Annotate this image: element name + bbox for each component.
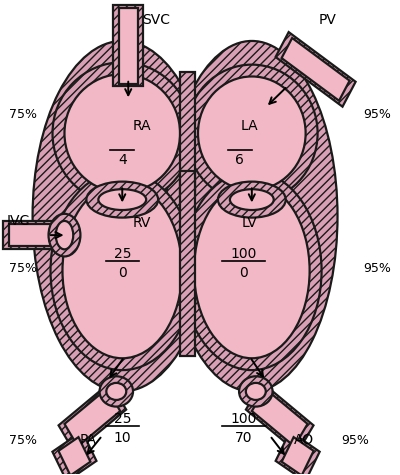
Ellipse shape	[106, 383, 126, 400]
Text: RA: RA	[133, 119, 152, 133]
Ellipse shape	[230, 189, 274, 210]
Text: 4: 4	[118, 153, 127, 167]
Polygon shape	[119, 8, 138, 84]
Ellipse shape	[52, 62, 192, 204]
Text: 25: 25	[114, 247, 131, 261]
Polygon shape	[9, 224, 68, 247]
Ellipse shape	[100, 376, 133, 407]
Text: 100: 100	[231, 247, 257, 261]
Polygon shape	[276, 32, 356, 107]
Ellipse shape	[166, 41, 338, 391]
Ellipse shape	[198, 76, 306, 190]
Text: 75%: 75%	[9, 262, 37, 275]
Polygon shape	[58, 437, 90, 475]
Ellipse shape	[182, 171, 322, 370]
Ellipse shape	[218, 181, 286, 218]
Ellipse shape	[62, 183, 182, 358]
Text: LA: LA	[241, 119, 259, 133]
Polygon shape	[282, 437, 314, 475]
Polygon shape	[3, 221, 74, 249]
Text: 70: 70	[235, 431, 252, 445]
Ellipse shape	[86, 181, 158, 218]
Text: 100: 100	[231, 412, 257, 426]
Polygon shape	[282, 38, 350, 101]
Text: 0: 0	[240, 266, 248, 280]
Text: 25: 25	[114, 412, 131, 426]
Ellipse shape	[64, 74, 180, 192]
Text: 6: 6	[236, 153, 244, 167]
Polygon shape	[52, 431, 96, 475]
Ellipse shape	[48, 214, 80, 256]
Polygon shape	[252, 389, 308, 446]
Ellipse shape	[186, 65, 318, 202]
Polygon shape	[64, 389, 120, 446]
Text: 75%: 75%	[9, 108, 37, 121]
Text: 95%: 95%	[342, 434, 369, 446]
Polygon shape	[180, 171, 195, 356]
Text: 95%: 95%	[364, 262, 391, 275]
Polygon shape	[113, 5, 143, 86]
Ellipse shape	[194, 183, 310, 358]
Text: 0: 0	[118, 266, 127, 280]
Text: LV: LV	[242, 216, 258, 230]
Text: IVC: IVC	[7, 214, 30, 228]
Polygon shape	[58, 382, 126, 453]
Text: PA: PA	[80, 433, 97, 447]
Ellipse shape	[98, 189, 146, 210]
Polygon shape	[180, 72, 195, 195]
Polygon shape	[246, 382, 314, 453]
Ellipse shape	[239, 376, 272, 407]
Ellipse shape	[32, 41, 212, 391]
Text: 75%: 75%	[9, 434, 37, 446]
Text: AO: AO	[294, 433, 314, 447]
Text: PV: PV	[319, 13, 336, 27]
Ellipse shape	[50, 171, 194, 370]
Text: RV: RV	[133, 216, 151, 230]
Text: 10: 10	[114, 431, 131, 445]
Ellipse shape	[56, 221, 73, 249]
Ellipse shape	[246, 383, 266, 400]
Text: 95%: 95%	[364, 108, 391, 121]
Polygon shape	[276, 431, 320, 475]
Text: SVC: SVC	[142, 13, 170, 27]
